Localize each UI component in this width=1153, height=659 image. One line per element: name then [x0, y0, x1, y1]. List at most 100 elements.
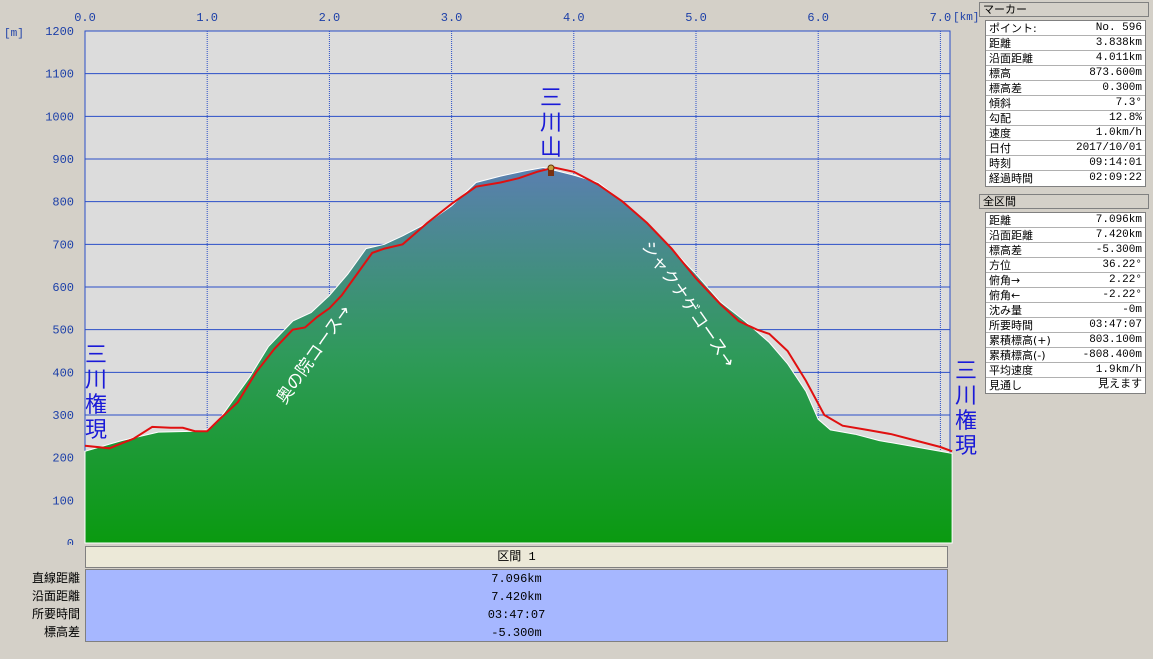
total-key: 見通し [989, 379, 1022, 392]
end-label: 三川権現 [955, 359, 977, 459]
total-value: 7.096km [1095, 214, 1142, 226]
marker-row: 速度 1.0km/h [986, 126, 1145, 141]
marker-value: 2017/10/01 [1075, 142, 1142, 154]
section-labels: 直線距離 沿面距離 所要時間 標高差 [0, 569, 80, 641]
total-value: -808.400m [1082, 349, 1142, 361]
x-unit-label: [km] [953, 12, 978, 24]
total-key: 沈み量 [989, 304, 1022, 317]
section-label-time: 所要時間 [31, 607, 80, 621]
total-value: 2.22° [1108, 274, 1142, 286]
marker-panel: ポイント: No. 596 距離 3.838km 沿面距離 4.011km 標高 873.60… [985, 20, 1146, 187]
total-value: 36.22° [1102, 259, 1142, 271]
total-key: 方位 [989, 259, 1011, 272]
total-row: 距離 7.096km [986, 213, 1145, 228]
section-label-surface: 沿面距離 [31, 589, 80, 603]
total-value: 見えます [1098, 379, 1142, 391]
start-label: 三川権現 [85, 343, 107, 443]
marker-row: 勾配 12.8% [986, 111, 1145, 126]
x-tick-label: 0.0 [74, 11, 96, 25]
marker-key: 距離 [989, 37, 1011, 50]
y-tick-label: 500 [52, 324, 74, 338]
x-tick-label: 6.0 [807, 11, 829, 25]
y-tick-label: 700 [52, 238, 74, 252]
y-tick-label: 100 [52, 494, 74, 508]
section-label-straight: 直線距離 [31, 571, 80, 585]
y-tick-label: 900 [52, 153, 74, 167]
elevation-chart[interactable]: 1200 1100 1000 900 800 700 600 500 400 300 200 100 0… [0, 0, 978, 545]
total-row: 累積標高(+) 803.100m [986, 333, 1145, 348]
marker-key: 傾斜 [989, 97, 1011, 110]
marker-key: ポイント: [989, 22, 1037, 35]
marker-value: 02:09:22 [1089, 172, 1142, 184]
marker-key: 沿面距離 [989, 52, 1033, 65]
y-tick-label: 200 [52, 452, 74, 466]
section-body[interactable]: 7.096km 7.420km 03:47:07 -5.300m [85, 569, 948, 642]
x-tick-label: 1.0 [196, 11, 218, 25]
total-key: 累積標高(-) [989, 349, 1046, 362]
total-value: 1.9km/h [1095, 364, 1142, 376]
total-key: 標高差 [989, 244, 1022, 257]
marker-value: 0.300m [1102, 82, 1142, 94]
marker-row: 経過時間 02:09:22 [986, 171, 1145, 186]
total-row: 沿面距離 7.420km [986, 228, 1145, 243]
y-tick-label: 400 [52, 366, 74, 380]
section-label-elevation-diff: 標高差 [43, 625, 80, 639]
marker-value: 7.3° [1115, 97, 1142, 109]
total-value: 803.100m [1089, 334, 1142, 346]
marker-row: ポイント: No. 596 [986, 21, 1145, 36]
total-row: 累積標高(-) -808.400m [986, 348, 1145, 363]
total-key: 俯角→ [989, 274, 1021, 287]
marker-key: 標高差 [989, 82, 1022, 95]
total-key: 俯角← [989, 289, 1021, 302]
x-tick-label: 7.0 [930, 11, 952, 25]
marker-key: 勾配 [989, 112, 1011, 125]
total-panel-title: 全区間 [979, 194, 1149, 209]
marker-key: 日付 [989, 142, 1011, 155]
total-row: 所要時間 03:47:07 [986, 318, 1145, 333]
marker-row: 時刻 09:14:01 [986, 156, 1145, 171]
total-value: -5.300m [1095, 244, 1142, 256]
svg-text:三川権現: 三川権現 [955, 359, 977, 459]
track-line [84, 166, 953, 453]
total-key: 平均速度 [989, 364, 1033, 377]
total-row: 方位 36.22° [986, 258, 1145, 273]
marker-row: 距離 3.838km [986, 36, 1145, 51]
total-key: 所要時間 [989, 319, 1033, 332]
total-value: 03:47:07 [1089, 319, 1142, 331]
y-tick-label: 1200 [45, 25, 74, 39]
y-tick-label: 1000 [45, 110, 74, 124]
y-tick-label: 800 [52, 196, 74, 210]
marker-value: No. 596 [1095, 22, 1142, 34]
section-value-surface: 7.420km [491, 590, 542, 604]
y-unit-label: [m] [4, 28, 24, 40]
marker-value: 4.011km [1095, 52, 1142, 64]
x-tick-label: 3.0 [441, 11, 463, 25]
total-value: -2.22° [1102, 289, 1142, 301]
total-panel: 距離 7.096km 沿面距離 7.420km 標高差 -5.300m 方位 36.22° 俯角… [985, 212, 1146, 394]
y-tick-label: 1100 [45, 68, 74, 82]
total-row: 沈み量 -0m [986, 303, 1145, 318]
total-row: 標高差 -5.300m [986, 243, 1145, 258]
total-key: 累積標高(+) [989, 334, 1051, 347]
y-tick-label: 300 [52, 409, 74, 423]
total-row: 見通し 見えます [986, 378, 1145, 393]
marker-panel-title: マーカー [979, 2, 1149, 17]
y-tick-label: 600 [52, 281, 74, 295]
marker-row: 沿面距離 4.011km [986, 51, 1145, 66]
marker-key: 経過時間 [989, 172, 1033, 185]
section-header[interactable]: 区間 1 [85, 546, 948, 568]
axis-ticks: 1200 1100 1000 900 800 700 600 500 400 300 200 100 0… [45, 11, 951, 545]
marker-value: 12.8% [1108, 112, 1142, 124]
x-tick-label: 2.0 [319, 11, 341, 25]
total-row: 俯角→ 2.22° [986, 273, 1145, 288]
total-row: 平均速度 1.9km/h [986, 363, 1145, 378]
svg-text:三川権現: 三川権現 [85, 343, 107, 443]
svg-text:三川山: 三川山 [540, 86, 562, 161]
total-row: 俯角← -2.22° [986, 288, 1145, 303]
section-value-elevation-diff: -5.300m [491, 626, 542, 640]
section-value-straight: 7.096km [491, 572, 542, 586]
position-marker-icon[interactable] [547, 164, 555, 176]
marker-value: 09:14:01 [1089, 157, 1142, 169]
total-key: 沿面距離 [989, 229, 1033, 242]
marker-key: 標高 [989, 67, 1011, 80]
